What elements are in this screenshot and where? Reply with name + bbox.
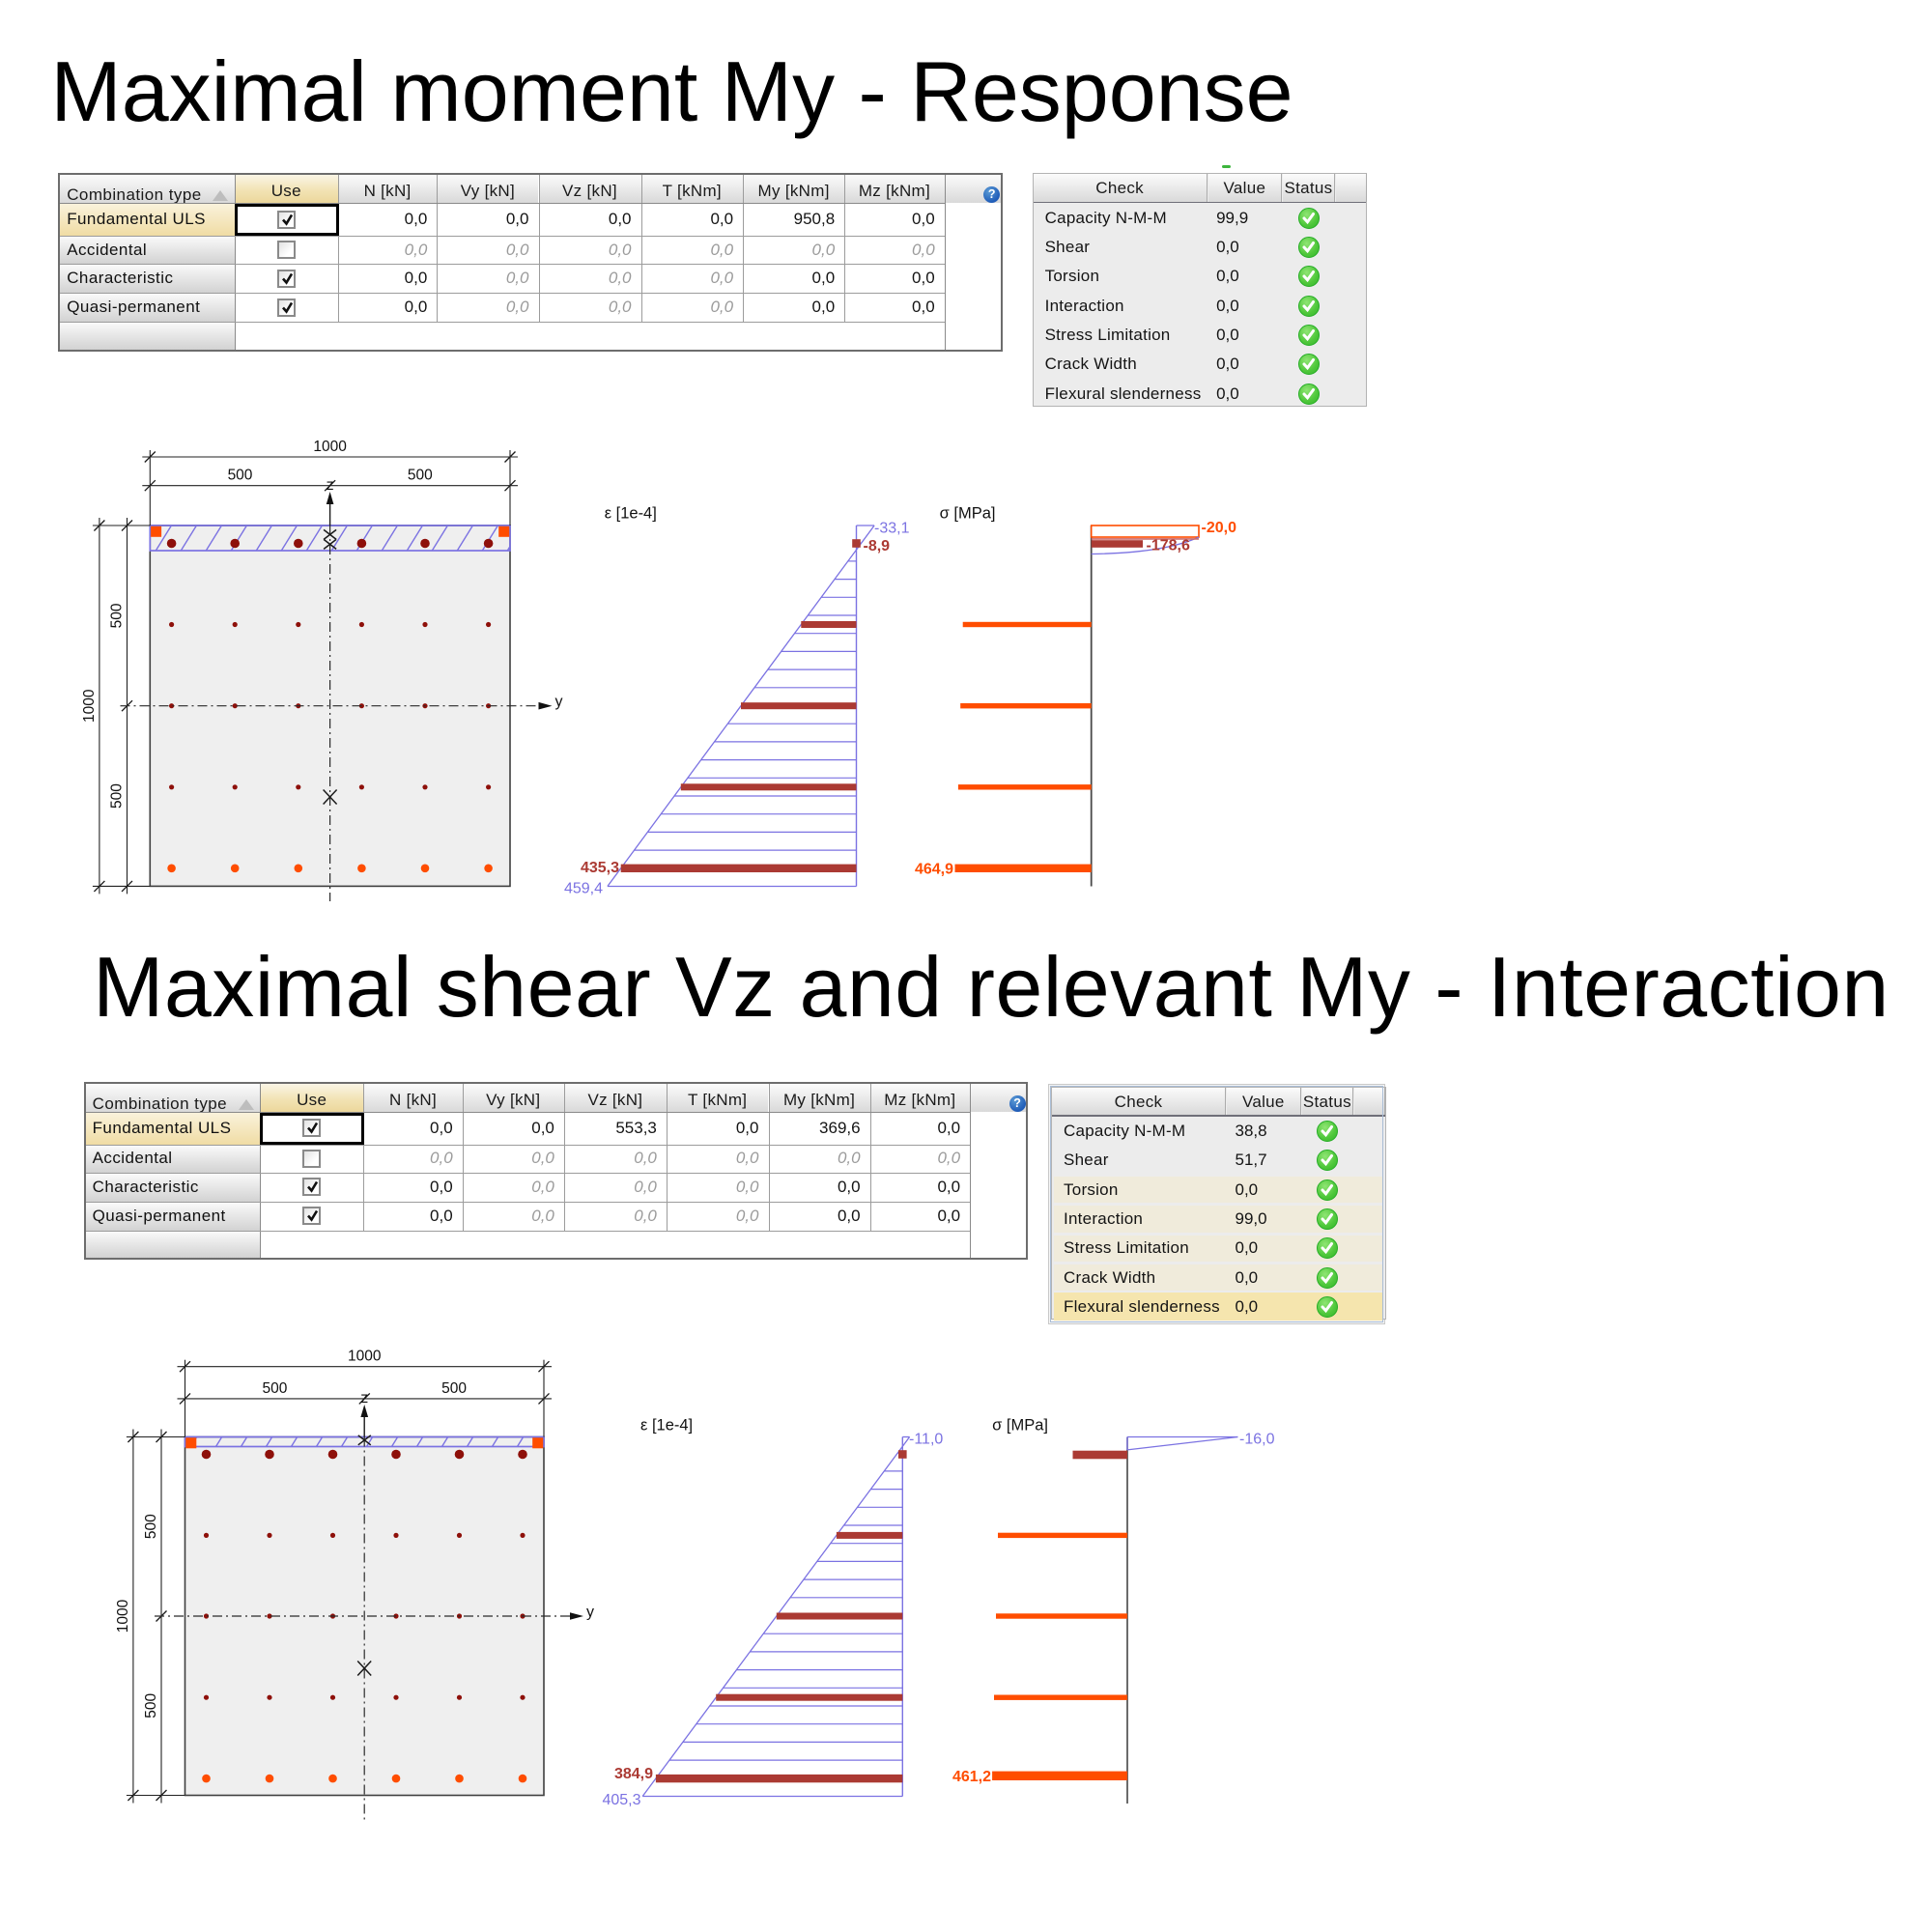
svg-text:1000: 1000	[313, 439, 347, 455]
svg-text:-8,9: -8,9	[864, 538, 891, 554]
svg-text:1000: 1000	[81, 689, 98, 723]
svg-text:1000: 1000	[348, 1349, 382, 1365]
svg-text:ε [1e-4]: ε [1e-4]	[605, 505, 657, 523]
svg-text:461,2: 461,2	[952, 1769, 991, 1785]
svg-text:1000: 1000	[115, 1599, 131, 1633]
svg-text:500: 500	[143, 1692, 159, 1718]
svg-text:-16,0: -16,0	[1239, 1432, 1275, 1448]
svg-text:ε [1e-4]: ε [1e-4]	[640, 1417, 693, 1435]
svg-text:500: 500	[262, 1380, 287, 1397]
svg-text:500: 500	[109, 603, 126, 628]
svg-text:-33,1: -33,1	[874, 521, 910, 537]
svg-text:500: 500	[441, 1380, 467, 1397]
svg-text:435,3: 435,3	[581, 860, 619, 876]
svg-text:500: 500	[228, 468, 253, 484]
svg-text:σ [MPa]: σ [MPa]	[940, 505, 996, 523]
svg-text:-20,0: -20,0	[1202, 520, 1237, 536]
svg-text:y: y	[555, 694, 563, 710]
svg-text:z: z	[327, 477, 334, 494]
svg-text:500: 500	[143, 1514, 159, 1539]
svg-text:500: 500	[408, 468, 433, 484]
svg-text:464,9: 464,9	[915, 862, 953, 878]
svg-text:459,4: 459,4	[564, 881, 603, 897]
svg-text:y: y	[586, 1605, 594, 1621]
svg-text:σ [MPa]: σ [MPa]	[992, 1417, 1048, 1435]
svg-text:z: z	[360, 1390, 368, 1406]
svg-text:500: 500	[109, 783, 126, 809]
svg-text:-11,0: -11,0	[909, 1432, 943, 1448]
svg-text:384,9: 384,9	[614, 1766, 653, 1782]
svg-text:405,3: 405,3	[602, 1792, 640, 1808]
svg-text:-178,6: -178,6	[1147, 538, 1190, 554]
